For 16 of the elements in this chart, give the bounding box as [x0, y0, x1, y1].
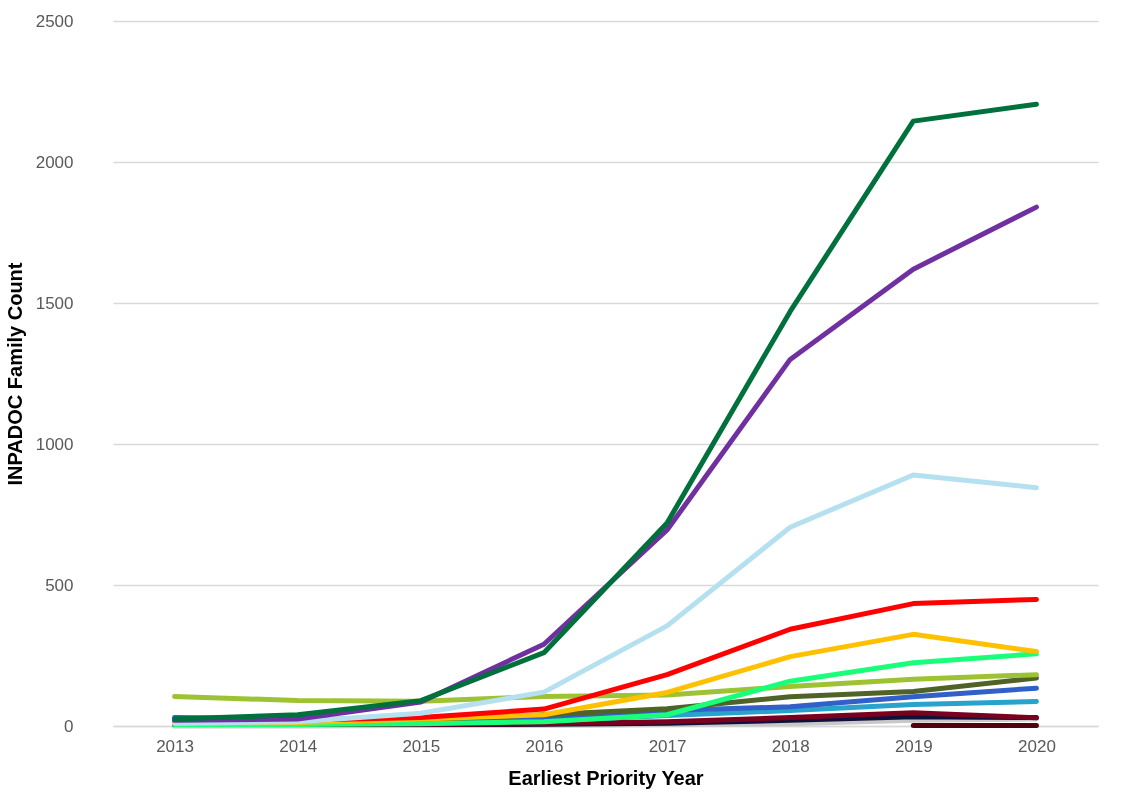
y-tick-label: 1000	[35, 434, 74, 454]
x-tick-label: 2016	[525, 736, 564, 756]
y-tick-label: 2500	[35, 11, 74, 31]
x-tick-label: 2015	[402, 736, 441, 756]
y-tick-label: 1500	[35, 293, 74, 313]
x-tick-label: 2017	[648, 736, 687, 756]
x-tick-label: 2014	[279, 736, 318, 756]
x-tick-label: 2019	[894, 736, 933, 756]
x-axis-title: Earliest Priority Year	[508, 766, 704, 789]
y-tick-label: 500	[45, 575, 74, 595]
y-tick-label: 0	[64, 716, 74, 736]
x-tick-label: 2020	[1018, 736, 1056, 756]
y-tick-label: 2000	[35, 152, 74, 172]
x-tick-label: 2018	[771, 736, 810, 756]
y-axis-title: INPADOC Family Count	[3, 262, 26, 486]
x-tick-label: 2013	[156, 736, 194, 756]
